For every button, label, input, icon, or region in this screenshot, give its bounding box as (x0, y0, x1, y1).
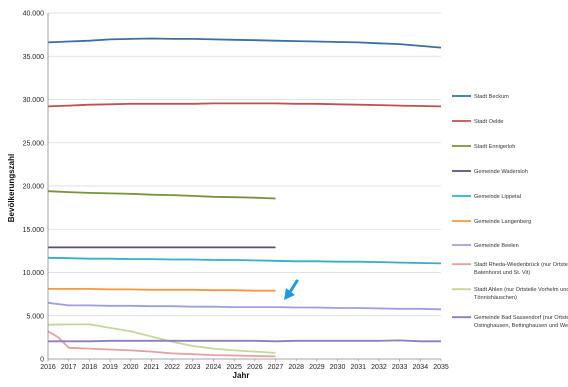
series-line-5 (47, 256, 442, 265)
legend-item: Gemeinde Beelen (452, 243, 519, 249)
series-lines (47, 37, 442, 358)
legend-item: Stadt Oelde (452, 119, 504, 125)
legend-item: Stadt Ahlen (nur Ortsteile Vorhelm und Tö… (452, 287, 568, 301)
y-tick-label: 5.000 (26, 313, 44, 320)
x-tick-label: 2017 (61, 364, 77, 371)
x-tick-label: 2021 (144, 364, 160, 371)
y-tick-label: 10.000 (23, 270, 45, 277)
y-tick-label: 25.000 (23, 140, 45, 147)
x-tick-label: 2016 (40, 364, 56, 371)
series-line-9 (47, 323, 276, 354)
legend-label: Stadt Rheda-Wiedenbrück (nur Ortsteile Ba… (474, 262, 568, 276)
series-line-6 (48, 287, 276, 292)
x-tick-label: 2030 (330, 364, 346, 371)
x-tick-label: 2033 (392, 364, 408, 371)
legend-item: Stadt Ennigerloh (452, 144, 515, 150)
legend-label: Stadt Ennigerloh (474, 144, 515, 150)
legend-item: Gemeinde Lippetal (452, 194, 521, 200)
legend-label: Stadt Beckum (474, 94, 509, 100)
legend-label: Gemeinde Wadersloh (474, 169, 528, 175)
x-tick-label: 2035 (433, 364, 449, 371)
series-line-8 (47, 330, 276, 358)
y-tick-label: 35.000 (23, 54, 45, 61)
legend-item: Stadt Rheda-Wiedenbrück (nur Ortsteile Ba… (452, 262, 568, 276)
y-tick-labels: 0 5.000 10.000 15.000 20.000 25.000 30.000 35.0… (23, 11, 45, 364)
legend-item: Gemeinde Wadersloh (452, 169, 528, 175)
legend-item: Gemeinde Bad Sassendorf (nur Ortsteile Os… (452, 315, 568, 329)
series-line-2 (47, 102, 442, 108)
arrow-shaft (288, 279, 299, 294)
legend-label: Gemeinde Bad Sassendorf (nur Ortsteile Os… (474, 315, 568, 329)
series-line-3 (47, 190, 276, 200)
x-tick-label: 2018 (82, 364, 98, 371)
annotation-arrow (284, 279, 299, 300)
x-tick-label: 2034 (413, 364, 429, 371)
legend-item: Gemeinde Langenberg (452, 219, 531, 225)
x-tick-label: 2019 (102, 364, 118, 371)
y-tick-label: 15.000 (23, 227, 45, 234)
x-tick-label: 2020 (123, 364, 139, 371)
x-tick-label: 2022 (164, 364, 180, 371)
y-axis-title: Bevölkerungszahl (7, 154, 16, 222)
legend-label: Stadt Oelde (474, 119, 504, 125)
arrow-head (284, 288, 295, 300)
x-tick-label: 2027 (268, 364, 284, 371)
y-tick-label: 0 (40, 357, 44, 364)
y-tick-label: 30.000 (23, 97, 45, 104)
legend: Stadt Beckum Stadt Oelde Stadt Ennigerloh G… (452, 94, 568, 329)
x-tick-labels: 2016 2017 2018 2019 2020 2021 2022 2023 2024 2025… (40, 359, 449, 371)
x-tick-label: 2023 (185, 364, 201, 371)
legend-label: Gemeinde Langenberg (474, 219, 531, 225)
axes (47, 13, 441, 360)
x-axis-title: Jahr (233, 371, 250, 380)
series-line-10 (48, 339, 441, 343)
x-tick-label: 2026 (247, 364, 263, 371)
x-tick-label: 2028 (288, 364, 304, 371)
x-tick-label: 2032 (371, 364, 387, 371)
series-line-1 (47, 37, 442, 49)
series-line-7 (47, 301, 442, 311)
grid (48, 12, 441, 317)
legend-label: Stadt Ahlen (nur Ortsteile Vorhelm und Tö… (474, 287, 568, 301)
legend-label: Gemeinde Lippetal (474, 194, 521, 200)
legend-item: Stadt Beckum (452, 94, 509, 100)
x-tick-label: 2024 (206, 364, 222, 371)
x-tick-label: 2031 (350, 364, 366, 371)
legend-label: Gemeinde Beelen (474, 243, 519, 249)
x-tick-label: 2025 (226, 364, 242, 371)
y-tick-label: 40.000 (23, 11, 45, 18)
y-tick-label: 20.000 (23, 184, 45, 191)
x-tick-label: 2029 (309, 364, 325, 371)
